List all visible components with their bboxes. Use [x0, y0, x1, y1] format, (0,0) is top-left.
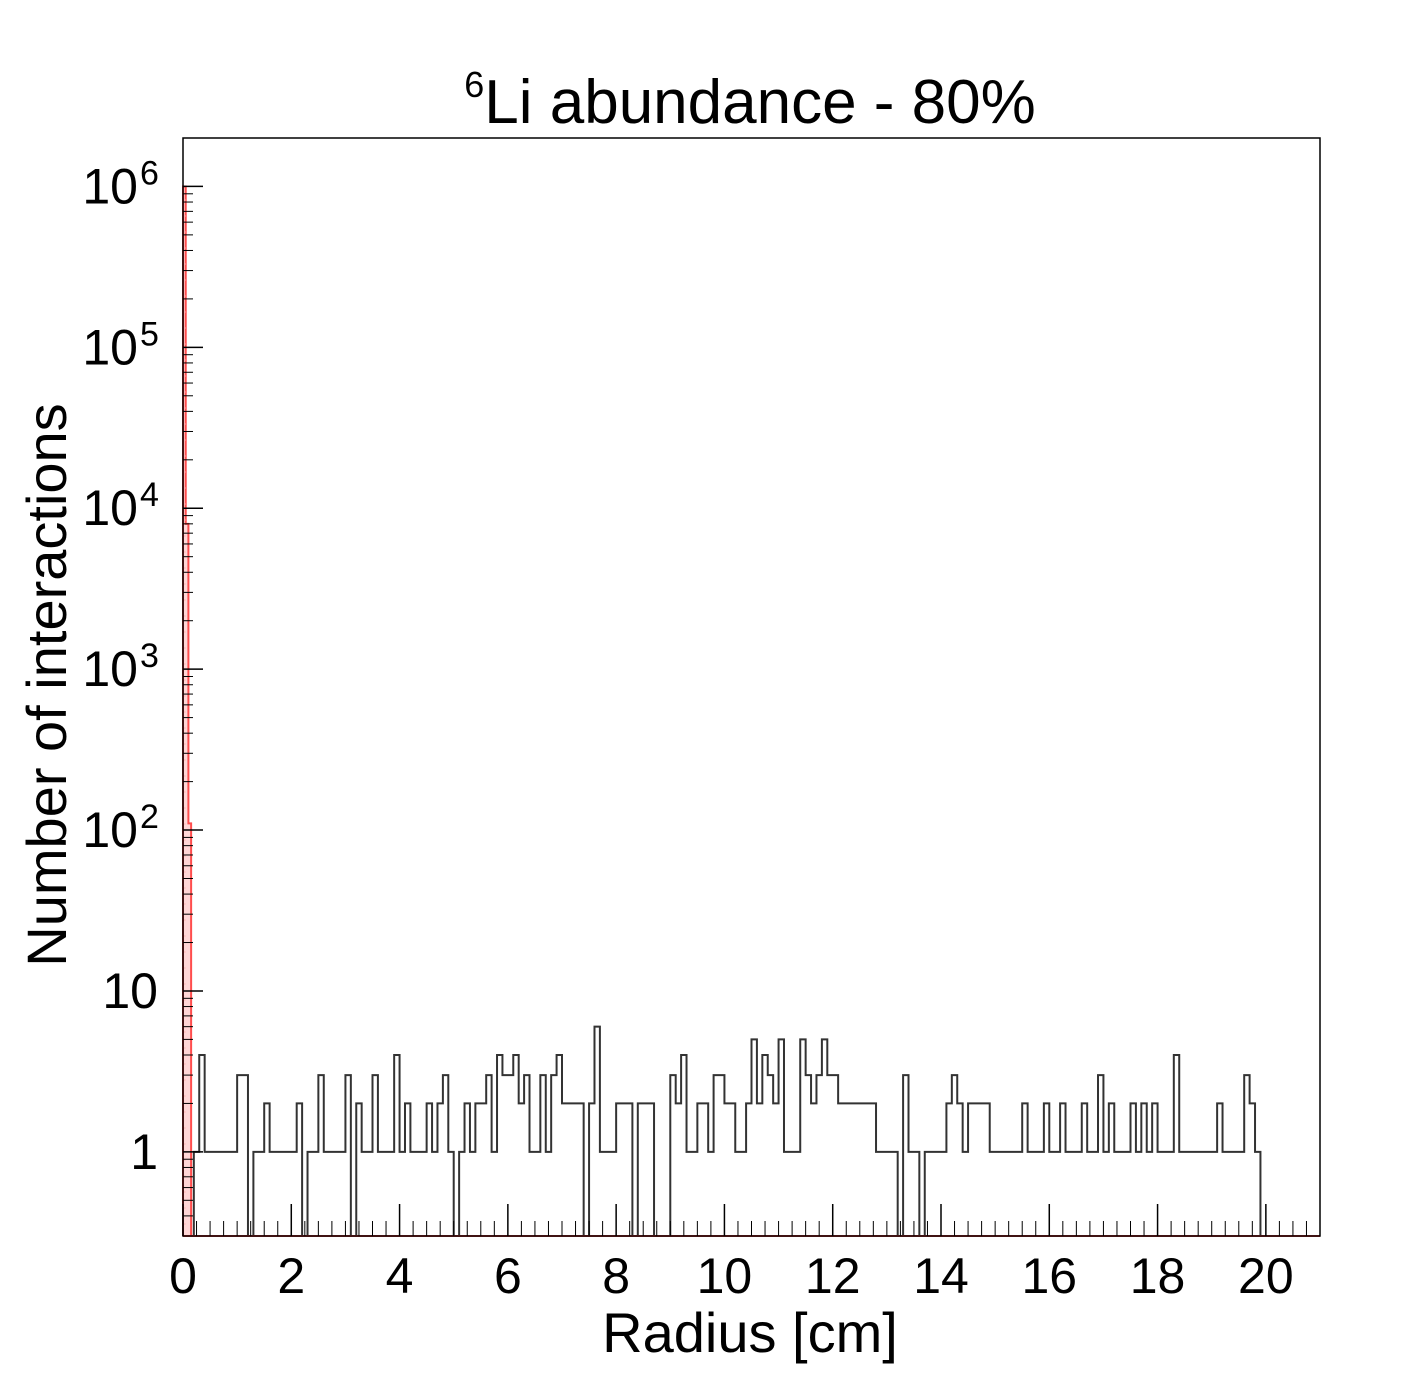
- x-tick-label: 10: [697, 1248, 753, 1304]
- x-tick-label: 16: [1021, 1248, 1077, 1304]
- x-tick-label: 8: [602, 1248, 630, 1304]
- y-tick-exponent: 4: [140, 476, 159, 514]
- x-tick-label: 14: [913, 1248, 969, 1304]
- y-tick-label: 10: [82, 319, 138, 375]
- y-tick-label: 10: [82, 641, 138, 697]
- x-axis-title: Radius [cm]: [602, 1301, 898, 1364]
- y-tick-label: 10: [82, 480, 138, 536]
- y-tick-label: 10: [82, 158, 138, 214]
- x-tick-label: 2: [277, 1248, 305, 1304]
- x-tick-label: 6: [494, 1248, 522, 1304]
- y-tick-label: 10: [102, 963, 158, 1019]
- y-tick-exponent: 5: [140, 315, 159, 353]
- x-tick-label: 12: [805, 1248, 861, 1304]
- y-tick-exponent: 3: [140, 637, 159, 675]
- title-text: Li abundance - 80%: [484, 68, 1036, 137]
- y-tick-label: 1: [130, 1124, 158, 1180]
- x-tick-label: 0: [169, 1248, 197, 1304]
- title-superscript: 6: [464, 64, 484, 105]
- x-tick-label: 4: [386, 1248, 414, 1304]
- black-series-line: [183, 1025, 1266, 1237]
- chart-title: 6Li abundance - 80%: [464, 64, 1036, 137]
- y-tick-label: 10: [82, 802, 138, 858]
- x-tick-label: 20: [1238, 1248, 1294, 1304]
- y-tick-exponent: 2: [140, 798, 159, 836]
- y-tick-exponent: 6: [140, 154, 159, 192]
- x-tick-label: 18: [1130, 1248, 1186, 1304]
- y-axis-title: Number of interactions: [15, 403, 78, 966]
